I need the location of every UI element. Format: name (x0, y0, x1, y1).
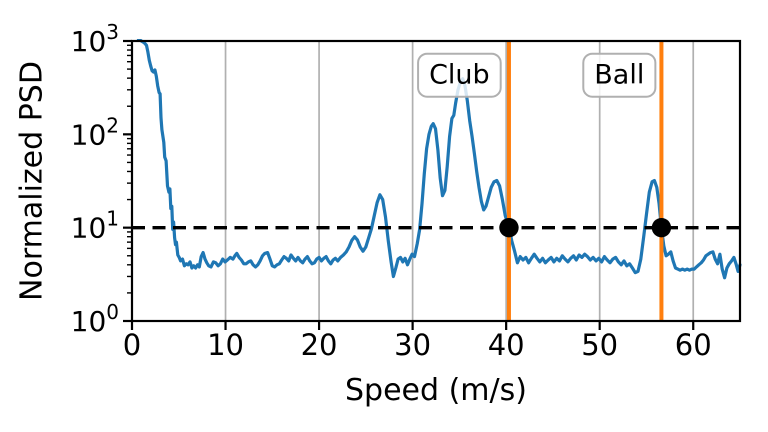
crossing-marker-1 (651, 217, 672, 238)
y-tick-label-10e0: 100 (71, 300, 119, 338)
y-tick-label-10e2: 102 (71, 113, 119, 151)
y-tick-label-10e1: 101 (71, 207, 119, 245)
annotation-box-club (417, 52, 502, 98)
crossing-marker-0 (499, 217, 519, 238)
y-axis-label: Normalized PSD (15, 61, 50, 301)
axis-layer: 0 10 20 30 40 50 60 100 101 102 103 (71, 20, 742, 362)
y-tick-label-10e3: 103 (71, 20, 119, 58)
x-axis-label: Speed (m/s) (345, 373, 527, 408)
x-tick-label-10: 10 (207, 328, 244, 362)
x-tick-label-30: 30 (394, 328, 431, 362)
plot-layer: Club Ball (132, 39, 742, 321)
annotation-label-club: Club (429, 60, 490, 91)
psd-curve (136, 39, 742, 280)
annotation-label-ball: Ball (594, 60, 644, 91)
x-tick-label-20: 20 (301, 328, 338, 362)
x-tick-label-60: 60 (675, 328, 712, 362)
x-tick-label-50: 50 (581, 328, 618, 362)
x-tick-label-0: 0 (123, 328, 141, 362)
x-tick-label-40: 40 (488, 328, 525, 362)
plot-spines (130, 39, 742, 323)
annotation-box-ball (582, 52, 657, 98)
